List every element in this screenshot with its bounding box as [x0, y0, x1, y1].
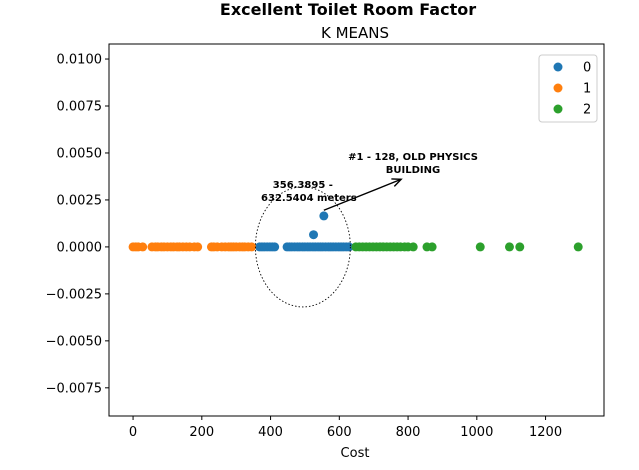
- y-tick-label: −0.0025: [46, 287, 102, 302]
- x-tick-label: 0: [129, 425, 137, 440]
- data-point-series-0: [309, 230, 319, 240]
- circle-label-line2: 632.5404 meters: [261, 193, 357, 204]
- x-tick-label: 200: [189, 425, 214, 440]
- x-axis-label: Cost: [341, 446, 370, 461]
- data-point-series-2: [515, 242, 525, 252]
- legend-marker-2: [553, 104, 563, 114]
- data-point-series-2: [573, 242, 583, 252]
- arrow-label-line2: BUILDING: [386, 165, 440, 176]
- data-point-series-1: [193, 242, 203, 252]
- y-tick-label: −0.0050: [46, 334, 102, 349]
- plot-area: 0 200 400 600 800 1000 1200 0.0100 0.0075 0.0050 0…: [46, 43, 605, 440]
- legend-box: [538, 54, 598, 123]
- legend-label-2: 2: [583, 103, 591, 118]
- data-point-series-0: [319, 211, 329, 221]
- legend-marker-0: [553, 62, 563, 72]
- data-point-series-1: [138, 242, 148, 252]
- x-tick-label: 600: [327, 425, 352, 440]
- y-tick-label: −0.0075: [46, 381, 102, 396]
- legend-marker-1: [553, 83, 563, 93]
- y-tick-label: 0.0050: [57, 146, 103, 161]
- x-tick-label: 400: [258, 425, 283, 440]
- legend: 0 1 2: [538, 54, 598, 123]
- annotation-arrow: [323, 178, 402, 211]
- data-point-series-0: [344, 242, 354, 252]
- y-tick-label: 0.0100: [57, 53, 103, 68]
- chart-title: Excellent Toilet Room Factor: [220, 0, 476, 19]
- data-point-series-1: [247, 242, 257, 252]
- data-point-series-2: [504, 242, 514, 252]
- arrow-label-line1: #1 - 128, OLD PHYSICS: [348, 152, 478, 163]
- x-tick-label: 1200: [529, 425, 562, 440]
- x-tick-label: 1000: [460, 425, 493, 440]
- data-point-series-2: [408, 242, 418, 252]
- circle-label-line1: 356.3895 -: [273, 180, 333, 191]
- data-point-series-2: [475, 242, 485, 252]
- axes-frame: [108, 43, 605, 417]
- y-tick-label: 0.0025: [57, 193, 103, 208]
- y-tick-label: 0.0000: [57, 240, 103, 255]
- legend-label-0: 0: [583, 61, 591, 76]
- legend-label-1: 1: [583, 82, 591, 97]
- data-point-series-2: [427, 242, 437, 252]
- annotation-arrow-head: [391, 178, 403, 187]
- y-tick-label: 0.0075: [57, 100, 103, 115]
- data-point-series-0: [270, 242, 280, 252]
- annotation-circle: [254, 186, 351, 308]
- x-tick-label: 800: [396, 425, 421, 440]
- chart-subtitle: K MEANS: [321, 24, 389, 42]
